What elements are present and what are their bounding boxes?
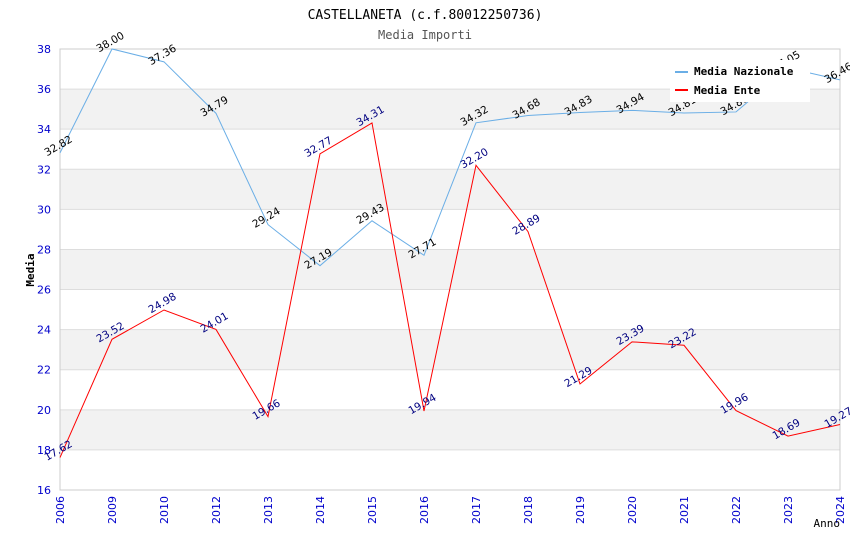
x-tick-label: 2017: [470, 496, 483, 524]
x-tick-label: 2015: [366, 496, 379, 524]
y-tick-label: 32: [37, 163, 51, 176]
x-tick-label: 2010: [158, 496, 171, 524]
x-tick-label: 2018: [522, 496, 535, 524]
data-label: 32.77: [302, 135, 334, 160]
x-tick-label: 2020: [626, 496, 639, 524]
x-tick-label: 2024: [834, 496, 847, 524]
chart-subtitle: Media Importi: [378, 28, 472, 42]
y-axis-ticks: 16 18 20 22 24 26 28 30 32 34 36 38: [37, 43, 51, 497]
x-tick-label: 2012: [210, 496, 223, 524]
plot-band: [60, 409, 840, 450]
data-label: 32.82: [42, 134, 74, 159]
x-tick-label: 2009: [106, 496, 119, 524]
plot-band: [60, 249, 840, 290]
y-tick-label: 24: [37, 324, 51, 337]
y-tick-label: 22: [37, 364, 51, 377]
data-label: 36.46: [822, 60, 850, 86]
series-line-ente: [59, 122, 841, 458]
y-tick-label: 16: [37, 484, 51, 497]
x-tick-label: 2023: [782, 496, 795, 524]
x-tick-label: 2019: [574, 496, 587, 524]
x-tick-label: 2006: [54, 496, 67, 524]
legend-label-nazionale: Media Nazionale: [694, 65, 794, 78]
y-tick-label: 18: [37, 444, 51, 457]
y-axis-label: Media: [24, 253, 37, 286]
plot-bands: [60, 89, 840, 450]
x-tick-label: 2014: [314, 496, 327, 524]
plot-band: [60, 329, 840, 370]
legend: Media Nazionale Media Ente: [670, 60, 810, 102]
legend-label-ente: Media Ente: [694, 84, 761, 97]
x-tick-label: 2021: [678, 496, 691, 524]
plot-frame: [59, 48, 841, 491]
y-tick-label: 26: [37, 284, 51, 297]
x-tick-label: 2013: [262, 496, 275, 524]
grid-lines: [60, 48, 840, 491]
x-tick-label: 2022: [730, 496, 743, 524]
series-line-nazionale: [59, 48, 841, 267]
x-tick-label: 2016: [418, 496, 431, 524]
y-tick-label: 36: [37, 83, 51, 96]
x-axis-ticks: 2006 2009 2010 2012 2013 2014 2015 2016 2017 2018…: [54, 496, 847, 524]
data-label: 17.62: [42, 438, 74, 463]
y-tick-label: 34: [37, 123, 51, 136]
y-tick-label: 38: [37, 43, 51, 56]
chart-title: CASTELLANETA (c.f.80012250736): [308, 8, 543, 23]
y-tick-label: 20: [37, 404, 51, 417]
legend-box: [670, 60, 810, 102]
data-label: 37.36: [146, 42, 178, 68]
data-label: 32.20: [458, 146, 490, 171]
x-axis-label: Anno: [814, 517, 841, 530]
y-tick-label: 28: [37, 243, 51, 256]
y-tick-label: 30: [37, 203, 51, 216]
data-label: 24.98: [146, 291, 178, 316]
